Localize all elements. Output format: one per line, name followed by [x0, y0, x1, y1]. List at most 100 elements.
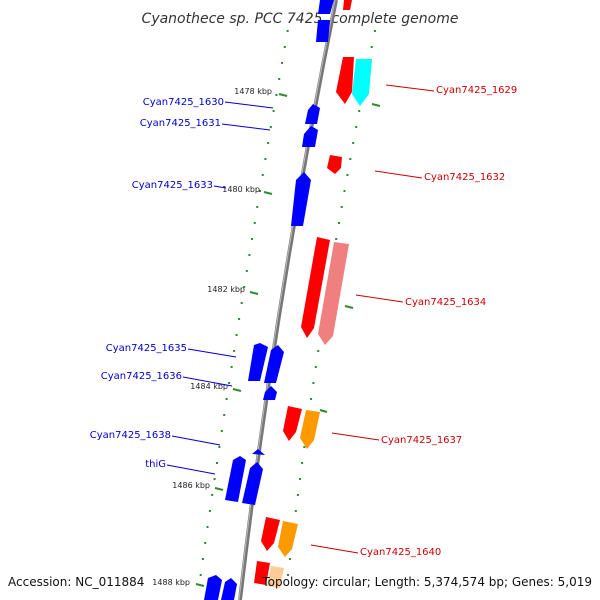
gene-block[interactable] — [318, 0, 334, 14]
guide-dots — [199, 30, 376, 576]
gene-block[interactable] — [254, 561, 270, 585]
tick-label: 1486 kbp — [172, 481, 210, 490]
gene-block-cyan7425-1632[interactable] — [327, 155, 342, 174]
gene-label-thig[interactable]: thiG — [145, 459, 166, 470]
guide-dot — [287, 574, 289, 576]
gene-block-cyan7425-1630[interactable] — [305, 104, 320, 124]
guide-dot — [294, 510, 297, 512]
guide-dot — [218, 446, 221, 448]
guide-dot — [343, 190, 346, 192]
guide-dot — [240, 302, 243, 304]
guide-dot — [283, 46, 286, 48]
guide-dot — [235, 334, 238, 336]
gene-block[interactable] — [264, 345, 284, 383]
guide-dot — [251, 238, 253, 240]
guide-dot — [225, 398, 228, 400]
guide-dot — [199, 574, 202, 576]
guide-dot — [264, 158, 267, 160]
guide-dot — [223, 414, 226, 416]
guide-dot — [261, 174, 264, 176]
guide-dot — [370, 46, 373, 48]
gene-block[interactable] — [204, 575, 222, 600]
guide-dot — [245, 270, 248, 272]
gene-block[interactable] — [343, 0, 352, 10]
guide-dot — [253, 222, 256, 224]
gene-label-cyan7425-1637[interactable]: Cyan7425_1637 — [381, 435, 462, 446]
guide-dot — [286, 30, 289, 32]
gene-block-cyan7425-1631[interactable] — [302, 126, 318, 147]
scale-ticks: 1478 kbp 1480 kbp 1482 kbp 1484 kbp 1486… — [152, 87, 381, 587]
gene-label-cyan7425-1635[interactable]: Cyan7425_1635 — [106, 343, 187, 354]
gene-label-cyan7425-1640[interactable]: Cyan7425_1640 — [360, 547, 441, 558]
guide-dot — [278, 78, 281, 80]
gene-label-cyan7425-1630[interactable]: Cyan7425_1630 — [143, 97, 224, 108]
gene-label-cyan7425-1631[interactable]: Cyan7425_1631 — [140, 118, 221, 129]
gene-label-cyan7425-1638[interactable]: Cyan7425_1638 — [90, 430, 171, 441]
guide-dot — [204, 542, 207, 544]
gene-label-cyan7425-1636[interactable]: Cyan7425_1636 — [101, 371, 182, 382]
guide-dot — [355, 126, 358, 128]
guide-dot — [281, 62, 283, 64]
guide-dot — [275, 94, 278, 96]
gene-block[interactable] — [242, 462, 263, 505]
accession-text: Accession: NC_011884 — [8, 575, 144, 589]
gene-block-cyan7425-1637[interactable] — [283, 406, 302, 441]
gene-block[interactable] — [221, 578, 237, 600]
gene-block[interactable] — [316, 20, 330, 42]
gene-block[interactable] — [352, 59, 372, 106]
left-gene-labels: Cyan7425_1630 Cyan7425_1631 Cyan7425_163… — [90, 97, 274, 475]
guide-dot — [301, 462, 304, 464]
gene-label-cyan7425-1632[interactable]: Cyan7425_1632 — [424, 172, 505, 183]
gene-block-cyan7425-1636[interactable] — [263, 386, 277, 400]
tick-label: 1482 kbp — [207, 285, 245, 294]
gene-label-cyan7425-1634[interactable]: Cyan7425_1634 — [405, 297, 486, 308]
gene-block-cyan7425-1640[interactable] — [261, 517, 280, 551]
tick-label: 1480 kbp — [222, 185, 260, 194]
guide-dot — [213, 478, 216, 480]
forward-strand-genes — [254, 0, 372, 588]
guide-dot — [208, 510, 211, 512]
guide-dot — [310, 398, 313, 400]
tick-label: 1488 kbp — [152, 578, 190, 587]
guide-dot — [288, 558, 291, 560]
guide-dot — [211, 494, 214, 496]
reverse-strand-genes — [204, 0, 334, 600]
tick-label: 1484 kbp — [190, 382, 228, 391]
guide-dot — [317, 350, 320, 352]
guide-dot — [312, 382, 315, 384]
guide-dot — [201, 558, 204, 560]
guide-dot — [259, 190, 261, 192]
gene-block[interactable] — [278, 521, 298, 557]
guide-dot — [248, 254, 251, 256]
guide-dot — [338, 222, 340, 224]
map-title: Cyanothece sp. PCC 7425, complete genome — [142, 11, 459, 27]
guide-dot — [272, 110, 275, 112]
guide-dot — [303, 446, 306, 448]
gene-block[interactable] — [318, 242, 349, 345]
guide-dot — [373, 30, 376, 32]
guide-dot — [256, 206, 259, 208]
gene-block-cyan7425-1633[interactable] — [291, 172, 311, 226]
guide-dot — [220, 430, 223, 432]
guide-dot — [352, 142, 355, 144]
gene-block[interactable] — [300, 410, 320, 449]
guide-dot — [269, 126, 272, 128]
guide-dot — [206, 526, 209, 528]
gene-block[interactable] — [267, 566, 284, 588]
gene-block-cyan7425-1638[interactable] — [252, 449, 265, 455]
guide-dot — [238, 318, 241, 320]
guide-dot — [228, 382, 231, 384]
genome-summary-text: Topology: circular; Length: 5,374,574 bp… — [261, 575, 592, 589]
guide-dot — [358, 110, 361, 112]
guide-dot — [299, 478, 301, 480]
gene-label-cyan7425-1629[interactable]: Cyan7425_1629 — [436, 85, 517, 96]
gene-block-thig[interactable] — [225, 456, 246, 502]
gene-label-cyan7425-1633[interactable]: Cyan7425_1633 — [132, 180, 213, 191]
tick-label: 1478 kbp — [234, 87, 272, 96]
gene-block-cyan7425-1635[interactable] — [248, 343, 268, 381]
gene-block-cyan7425-1629[interactable] — [336, 57, 354, 104]
gene-block-cyan7425-1634[interactable] — [301, 237, 330, 338]
guide-dot — [340, 206, 343, 208]
